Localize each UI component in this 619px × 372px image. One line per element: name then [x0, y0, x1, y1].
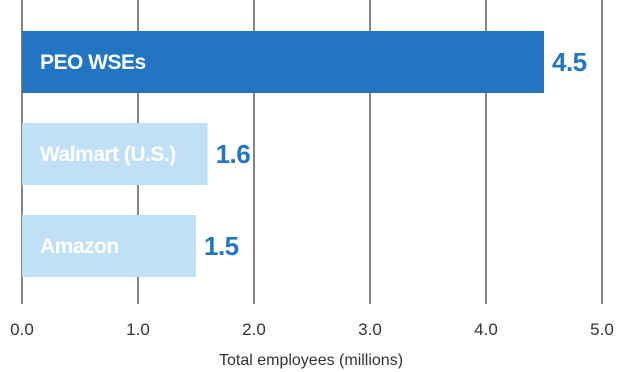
x-tick-label: 2.0: [242, 320, 266, 339]
x-tick-label: 5.0: [590, 320, 614, 339]
bar-category-label: Walmart (U.S.): [40, 143, 176, 166]
bar-category-label: PEO WSEs: [40, 51, 146, 74]
x-tick-label: 3.0: [358, 320, 382, 339]
bar-value-label: 1.6: [216, 139, 251, 169]
bar: [22, 215, 196, 277]
x-axis-title: Total employees (millions): [219, 352, 403, 369]
x-tick-label: 4.0: [474, 320, 498, 339]
bar-category-label: Amazon: [40, 235, 119, 258]
bar-value-label: 4.5: [552, 47, 587, 77]
bar: [22, 31, 544, 93]
x-tick-label: 1.0: [126, 320, 150, 339]
bars: PEO WSEs 4.5 Walmart (U.S.) 1.6 Amazon 1.5: [22, 31, 587, 277]
bar: [22, 123, 208, 185]
bar-value-label: 1.5: [204, 231, 239, 261]
x-axis-ticks: 0.0 1.0 2.0 3.0 4.0 5.0: [10, 320, 614, 339]
x-tick-label: 0.0: [10, 320, 34, 339]
